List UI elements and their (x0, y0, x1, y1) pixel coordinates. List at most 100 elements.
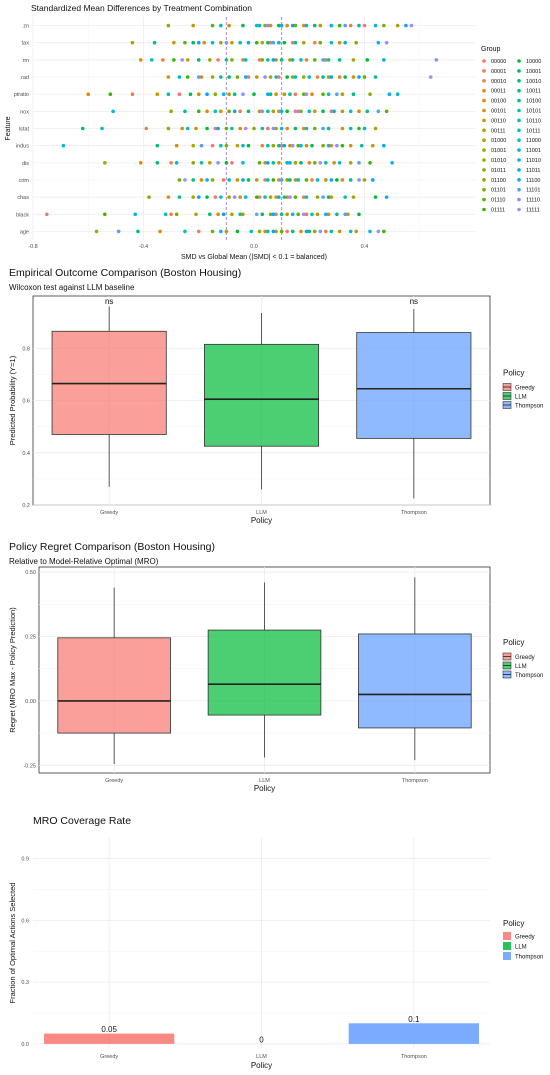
data-point (185, 126, 190, 131)
data-point (290, 143, 295, 148)
legend-label: 10100 (526, 99, 541, 105)
data-point (301, 126, 306, 131)
data-point (324, 178, 328, 182)
data-point (277, 143, 281, 148)
data-point (301, 23, 306, 28)
data-point (246, 40, 251, 45)
data-point (279, 126, 284, 131)
data-point (290, 23, 295, 28)
data-point (271, 212, 276, 217)
data-point (373, 195, 378, 199)
legend-title: Policy (503, 369, 524, 378)
data-point (384, 40, 389, 45)
data-point (293, 195, 298, 199)
data-point (199, 161, 204, 165)
data-point (376, 229, 381, 234)
data-point (310, 178, 314, 182)
data-point (282, 92, 287, 96)
data-point (238, 109, 242, 114)
data-point (208, 58, 212, 62)
data-point (246, 75, 251, 79)
legend-key (517, 69, 521, 73)
data-point (205, 126, 209, 131)
data-point (326, 195, 331, 199)
data-point (266, 126, 270, 131)
data-point (208, 212, 212, 217)
legend-key (503, 942, 511, 950)
x-tick-label: Thompson (401, 510, 427, 516)
data-point (376, 40, 381, 45)
data-point (221, 178, 226, 182)
data-point (346, 212, 350, 217)
data-point (348, 126, 353, 131)
data-point (357, 178, 361, 182)
bar-greedy (44, 1033, 175, 1044)
data-point (94, 229, 99, 234)
data-point (285, 161, 289, 165)
legend-key (482, 118, 486, 123)
legend-label: 00010 (491, 79, 506, 85)
data-point (321, 109, 325, 114)
legend-key (517, 178, 521, 182)
data-point (343, 23, 347, 28)
y-tick-label: rm (23, 58, 30, 64)
data-point (243, 126, 248, 131)
data-point (260, 212, 265, 217)
data-point (213, 195, 218, 199)
data-point (324, 161, 328, 165)
data-point (271, 40, 276, 45)
data-point (329, 40, 334, 45)
data-point (368, 161, 372, 165)
data-point (149, 58, 154, 62)
data-point (387, 92, 392, 96)
data-point (340, 126, 345, 131)
legend-label: 11010 (526, 158, 541, 164)
data-point (304, 143, 309, 148)
data-point (191, 23, 196, 28)
data-point (199, 178, 204, 182)
y-axis-label: Regret (MRO Max - Policy Prediction) (8, 607, 17, 733)
data-point (205, 109, 209, 114)
data-point (299, 109, 303, 114)
data-point (279, 212, 284, 217)
chart-title: Standardized Mean Differences by Treatme… (31, 3, 252, 13)
data-point (293, 178, 298, 182)
data-point (241, 212, 245, 217)
legend-key (482, 138, 486, 142)
y-tick-label: 0.3 (21, 980, 29, 986)
legend-key (517, 79, 521, 83)
data-point (304, 58, 309, 62)
data-point (326, 75, 331, 79)
legend-label: 11001 (526, 148, 541, 154)
data-point (133, 212, 138, 217)
data-point (224, 58, 229, 62)
data-point (152, 40, 157, 45)
data-point (246, 143, 251, 148)
data-point (138, 58, 143, 62)
y-tick-label: nox (20, 109, 29, 115)
data-point (307, 229, 312, 234)
data-point (266, 40, 270, 45)
data-point (266, 178, 270, 182)
data-point (395, 92, 400, 96)
data-point (61, 143, 66, 148)
data-point (357, 212, 361, 217)
legend-key (517, 148, 521, 152)
data-point (230, 161, 234, 165)
data-point (288, 58, 292, 62)
data-point (224, 229, 229, 234)
data-point (310, 143, 314, 148)
data-point (321, 75, 325, 79)
data-point (293, 92, 298, 96)
data-point (429, 75, 433, 79)
x-tick-label: -0.4 (139, 244, 148, 250)
data-point (362, 23, 367, 28)
data-point (246, 178, 251, 182)
data-point (285, 212, 289, 217)
data-point (373, 23, 378, 28)
x-tick-label: LLM (256, 1054, 267, 1060)
box-thompson (356, 332, 472, 439)
legend-key (482, 59, 486, 63)
data-point (324, 229, 328, 234)
data-point (337, 75, 342, 79)
